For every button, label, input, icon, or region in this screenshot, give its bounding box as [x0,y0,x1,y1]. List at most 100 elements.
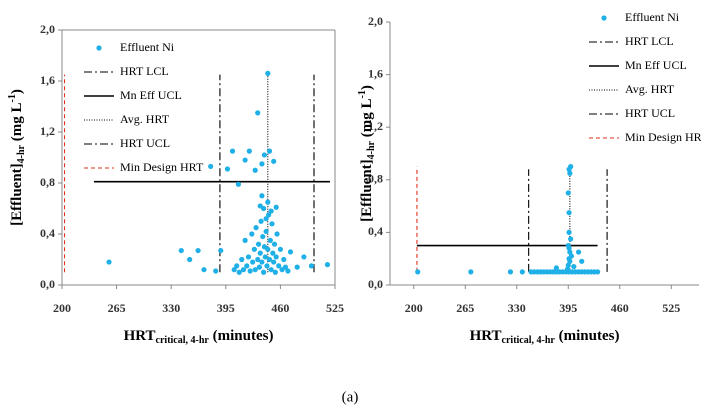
x-axis-label-part: critical, 4-hr [502,335,556,346]
point [262,254,268,260]
x-tick-label: 200 [53,301,71,315]
point [265,199,271,205]
point [282,264,289,270]
point [285,268,291,274]
point [255,110,261,116]
point [263,228,269,235]
y-axis-label-part: [Effluent] [359,159,375,222]
point [255,241,262,247]
x-tick-label: 395 [217,301,235,315]
point [271,158,277,164]
point [553,265,559,271]
point [251,246,257,252]
point [308,263,315,269]
y-tick-label: 1,6 [40,73,55,87]
point [247,268,253,274]
x-tick-label: 460 [271,301,289,315]
point [324,262,331,268]
point [242,157,248,163]
point [270,250,276,256]
point [567,170,573,176]
point [273,204,279,210]
point [231,267,237,273]
y-axis-label: [Effluent]4-hr (mg L-1) [7,89,27,226]
y-tick-label: 2,0 [40,22,55,36]
y-axis-label-part: 4-hr [366,140,377,159]
point [294,264,300,270]
y-tick-label: 0,4 [40,226,55,240]
point [234,263,240,269]
point [265,70,271,76]
point [263,216,269,222]
point [276,263,282,269]
point [565,190,571,196]
x-tick-label: 265 [456,301,474,315]
point [564,266,571,272]
point [566,229,572,235]
y-axis-label-part: ) [9,89,25,94]
y-tick-label: 0,0 [40,277,55,291]
point [565,262,571,268]
point [268,267,274,273]
point [218,247,224,254]
point [519,269,525,275]
point [187,256,193,263]
point [266,212,272,218]
x-axis-label: HRTcritical, 4-hr (minutes) [470,328,620,346]
point [271,259,277,265]
legend-label: HRT LCL [625,34,674,48]
y-tick-label: 0,8 [368,172,383,186]
point [178,247,184,254]
point [261,269,267,275]
y-tick-label: 1,6 [368,66,383,80]
x-tick-label: 460 [611,301,629,315]
point [106,259,112,265]
y-tick-label: 1,2 [368,119,383,133]
point [213,268,219,274]
point [242,237,248,243]
point [249,231,255,237]
point [245,254,252,260]
point [266,148,273,154]
x-tick-label: 200 [405,301,423,315]
x-tick-label: 330 [508,301,526,315]
point [507,269,514,275]
x-tick-label: 330 [162,301,180,315]
x-tick-label: 525 [326,301,344,315]
x-axis-label: HRTcritical, 4-hr (minutes) [124,328,274,346]
point [250,259,256,265]
legend-label: Avg. HRT [625,82,675,96]
legend-label: Avg. HRT [120,112,170,126]
x-axis-label-part: HRT [470,328,502,344]
point [273,254,279,260]
point [266,256,273,263]
y-tick-label: 2,0 [368,14,383,28]
point [246,148,252,154]
point [271,241,278,247]
x-axis-label-part: HRT [124,328,156,344]
y-axis-label-part: 4-hr [16,144,27,163]
legend-marker [601,15,607,21]
legend-label: HRT LCL [120,64,169,78]
point [272,269,278,275]
legend-label: Min Design HRT [625,130,701,144]
point [261,152,268,158]
x-tick-label: 525 [662,301,680,315]
point [568,236,574,242]
y-axis-label: [Effluent]4-hr (mg L-1) [357,85,377,222]
y-axis-label-part: (mg L [9,103,25,146]
point [236,269,242,275]
point [256,264,262,270]
point [274,231,280,237]
point [224,166,231,172]
point [239,256,245,263]
point [201,267,207,273]
legend-label: Effluent Ni [625,10,680,24]
x-axis-label-part: (minutes) [555,328,620,344]
point [259,193,265,199]
x-tick-label: 395 [559,301,577,315]
legend-label: Min Design HRT [120,160,204,174]
point [235,181,241,187]
point [259,161,265,167]
point [253,225,259,231]
